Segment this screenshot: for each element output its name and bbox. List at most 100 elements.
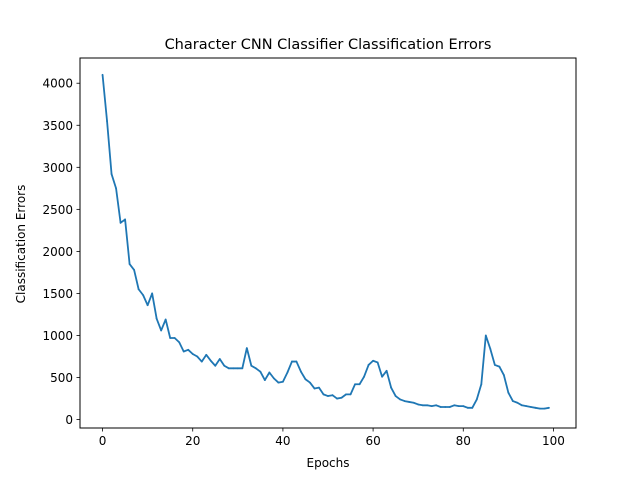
data-point <box>354 383 356 386</box>
x-tick-label: 0 <box>99 434 107 448</box>
data-point <box>151 292 154 295</box>
data-point <box>119 221 122 224</box>
y-tick-label: 3000 <box>42 161 73 175</box>
plot-frame <box>79 57 577 429</box>
data-point <box>196 355 199 358</box>
data-point <box>331 394 334 397</box>
data-point <box>286 371 289 374</box>
data-point <box>313 387 316 390</box>
data-point <box>254 367 257 370</box>
x-tick-label: 40 <box>275 434 290 448</box>
data-point <box>539 407 541 410</box>
data-point <box>439 406 442 408</box>
data-point <box>115 187 117 190</box>
data-point <box>295 360 298 363</box>
x-tick-label: 60 <box>365 434 380 448</box>
data-point <box>124 218 126 221</box>
data-point <box>133 269 136 271</box>
data-point <box>128 263 131 265</box>
data-point <box>245 347 248 350</box>
data-point <box>498 365 501 368</box>
data-point <box>457 405 460 408</box>
data-point <box>227 367 230 370</box>
data-point <box>191 353 194 355</box>
data-point <box>471 406 474 409</box>
data-point <box>223 364 226 367</box>
y-tick-label: 500 <box>50 371 73 385</box>
data-point <box>250 364 253 367</box>
data-point <box>304 378 307 381</box>
data-point <box>336 397 338 400</box>
y-axis-label: Classification Errors <box>14 185 28 304</box>
data-point <box>385 369 388 372</box>
data-point <box>381 375 384 378</box>
data-point <box>453 404 456 407</box>
plot-area <box>101 73 550 410</box>
data-point <box>394 395 397 397</box>
data-point <box>408 401 411 403</box>
data-point <box>363 375 365 378</box>
data-point <box>502 374 505 376</box>
data-point <box>480 383 483 386</box>
data-point <box>209 359 212 362</box>
data-point <box>444 406 447 408</box>
data-point <box>548 406 550 409</box>
y-tick-label: 0 <box>65 413 73 427</box>
data-point <box>146 304 149 307</box>
data-point <box>466 406 469 409</box>
data-point <box>421 404 424 407</box>
data-point <box>232 367 235 370</box>
y-tick-label: 1500 <box>42 287 73 301</box>
data-point <box>300 370 302 373</box>
data-point <box>164 318 167 321</box>
y-tick-label: 2500 <box>42 203 73 217</box>
x-tick-label: 80 <box>456 434 471 448</box>
data-point <box>435 404 438 407</box>
data-point <box>137 288 140 291</box>
data-point <box>530 406 532 408</box>
data-point <box>214 364 217 367</box>
data-point <box>462 405 465 408</box>
chart-title: Character CNN Classifier Classification … <box>165 37 492 53</box>
data-point <box>259 370 262 373</box>
data-point <box>345 393 347 396</box>
x-tick-label: 20 <box>185 434 200 448</box>
data-point <box>277 381 280 384</box>
data-point <box>309 381 311 384</box>
y-axis: 0 500 1000 1500 2000 2500 3000 3500 4000 <box>42 77 80 427</box>
data-point <box>200 360 203 363</box>
data-point <box>543 407 546 410</box>
data-point <box>327 395 329 397</box>
data-point <box>367 364 370 366</box>
x-axis: 0 20 40 60 80 100 <box>99 428 565 448</box>
data-point <box>358 383 361 386</box>
data-point <box>372 359 374 362</box>
data-point <box>448 406 451 408</box>
data-point <box>493 364 496 366</box>
y-tick-label: 4000 <box>42 77 73 91</box>
data-point <box>318 386 320 389</box>
data-point <box>263 379 266 381</box>
data-point <box>349 393 352 396</box>
data-point <box>241 367 244 370</box>
y-tick-label: 2000 <box>42 245 73 259</box>
data-point <box>106 120 108 122</box>
data-point <box>272 377 275 380</box>
data-point <box>520 404 523 407</box>
data-point <box>155 317 158 320</box>
y-tick-label: 1000 <box>42 329 73 343</box>
data-point <box>160 329 163 332</box>
data-point <box>340 396 343 399</box>
data-point <box>178 341 181 344</box>
series-line <box>101 74 550 410</box>
x-tick-label: 100 <box>542 434 565 448</box>
data-point <box>430 405 433 408</box>
data-point <box>291 360 293 363</box>
data-point <box>218 358 221 360</box>
data-point <box>426 404 429 407</box>
data-point <box>169 337 172 339</box>
data-point <box>142 294 145 297</box>
y-tick-label: 3500 <box>42 119 73 133</box>
